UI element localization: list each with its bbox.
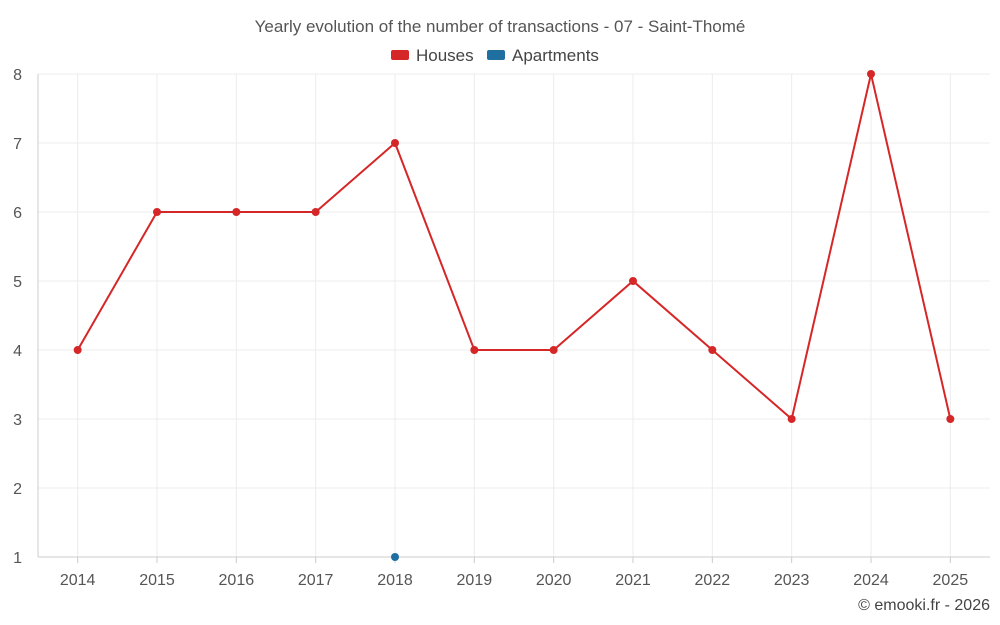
series bbox=[73, 70, 955, 561]
y-tick-label: 3 bbox=[13, 412, 22, 429]
x-tick-label: 2019 bbox=[457, 572, 493, 589]
grid bbox=[38, 73, 990, 558]
credit-text: © emooki.fr - 2026 bbox=[858, 597, 990, 614]
data-point-houses-2022[interactable] bbox=[708, 346, 717, 354]
legend-swatch-houses bbox=[391, 50, 409, 60]
x-tick-label: 2014 bbox=[60, 572, 96, 589]
y-tick-label: 2 bbox=[13, 481, 22, 498]
data-point-houses-2017[interactable] bbox=[311, 208, 320, 216]
x-tick-label: 2022 bbox=[695, 572, 731, 589]
data-point-houses-2024[interactable] bbox=[867, 70, 875, 78]
data-point-houses-2014[interactable] bbox=[73, 346, 82, 354]
legend-item-apartments[interactable]: Apartments bbox=[487, 46, 599, 65]
data-point-apartments-2018[interactable] bbox=[391, 553, 399, 561]
data-point-houses-2018[interactable] bbox=[391, 139, 399, 147]
y-tick-label: 6 bbox=[13, 205, 22, 222]
chart-title: Yearly evolution of the number of transa… bbox=[255, 17, 746, 36]
data-point-houses-2019[interactable] bbox=[470, 346, 479, 354]
series-line-houses bbox=[76, 73, 952, 421]
x-tick-label: 2024 bbox=[853, 572, 889, 589]
y-tick-label: 7 bbox=[13, 136, 22, 153]
legend-item-houses[interactable]: Houses bbox=[391, 46, 474, 65]
data-point-houses-2015[interactable] bbox=[153, 208, 161, 216]
x-tick-label: 2020 bbox=[536, 572, 572, 589]
y-tick-label: 4 bbox=[13, 343, 22, 360]
legend-label-apartments: Apartments bbox=[512, 46, 599, 65]
x-tick-label: 2015 bbox=[139, 572, 175, 589]
x-tick-label: 2021 bbox=[615, 572, 651, 589]
x-tick-label: 2016 bbox=[219, 572, 255, 589]
data-point-houses-2016[interactable] bbox=[232, 208, 241, 216]
y-tick-label: 1 bbox=[13, 550, 22, 567]
y-tick-label: 5 bbox=[13, 274, 22, 291]
axes: 1 2 3 4 5 6 7 8 2014 2015 2016 2017 2018 2019 2020 2021… bbox=[13, 67, 990, 589]
y-tick-label: 8 bbox=[13, 67, 22, 84]
legend: Houses Apartments bbox=[391, 46, 599, 65]
x-tick-label: 2018 bbox=[377, 572, 413, 589]
legend-label-houses: Houses bbox=[416, 46, 474, 65]
x-tick-label: 2025 bbox=[933, 572, 969, 589]
data-point-houses-2023[interactable] bbox=[787, 415, 796, 423]
x-tick-label: 2023 bbox=[774, 572, 810, 589]
x-tick-label: 2017 bbox=[298, 572, 334, 589]
data-point-houses-2025[interactable] bbox=[946, 415, 955, 423]
data-point-houses-2021[interactable] bbox=[629, 277, 637, 285]
legend-swatch-apartments bbox=[487, 50, 505, 60]
data-point-houses-2020[interactable] bbox=[549, 346, 558, 354]
